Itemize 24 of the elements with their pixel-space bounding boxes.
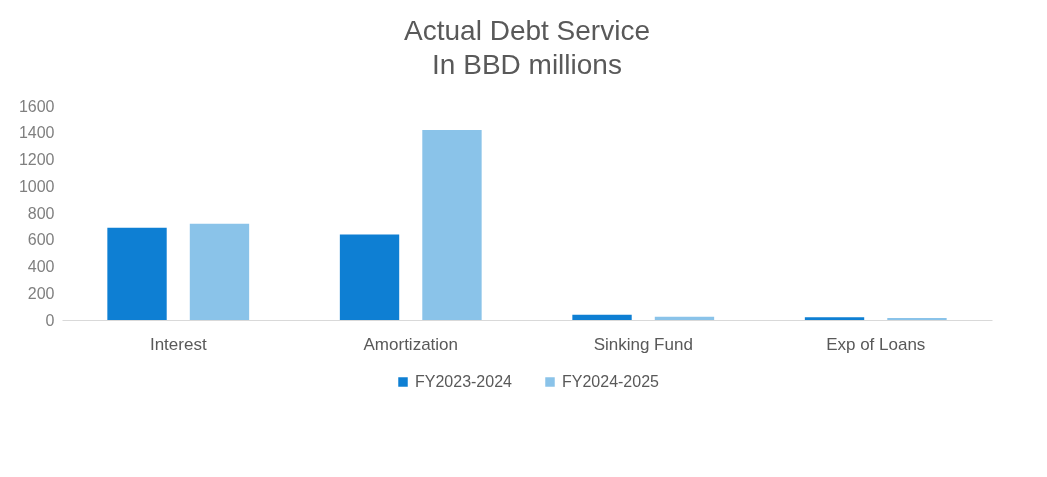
x-tick-label: Interest: [149, 334, 207, 354]
x-tick-label: Exp of Loans: [826, 334, 926, 354]
bar: [572, 314, 632, 320]
bar: [422, 130, 482, 320]
y-tick-label: 1000: [18, 177, 55, 195]
bar: [339, 234, 400, 320]
bar: [189, 223, 250, 320]
y-tick-label: 600: [27, 231, 55, 249]
bar: [107, 227, 167, 320]
chart-title: Actual Debt Service: [404, 15, 650, 46]
y-tick-label: 1600: [18, 97, 55, 115]
legend-label: FY2023-2024: [415, 373, 513, 390]
chart-subtitle: In BBD millions: [432, 49, 622, 80]
x-tick-label: Amortization: [363, 334, 458, 354]
y-tick-label: 200: [27, 284, 55, 302]
y-tick-label: 0: [45, 311, 55, 329]
legend-label: FY2024-2025: [562, 373, 660, 390]
bar: [887, 317, 947, 320]
y-tick-label: 1400: [18, 124, 55, 142]
y-tick-label: 400: [27, 258, 55, 275]
y-tick-label: 800: [27, 204, 55, 222]
x-tick-label: Sinking Fund: [593, 334, 693, 354]
bar: [804, 317, 865, 320]
y-tick-label: 1200: [18, 151, 55, 168]
